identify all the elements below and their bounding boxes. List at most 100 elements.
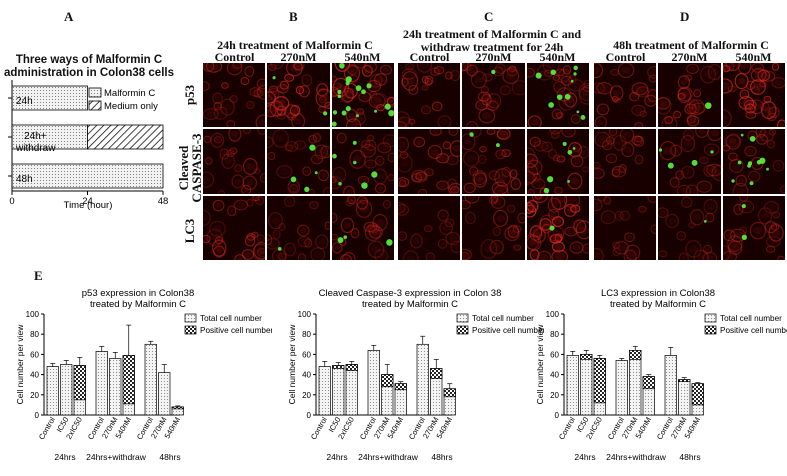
group-label: 48hrs (159, 452, 180, 462)
bar-positive (73, 365, 86, 401)
group-label: 48hrs (431, 452, 452, 462)
micrograph-tile (594, 129, 657, 194)
bar-chart-caspase3: Cleaved Caspase-3 expression in Colon 38… (287, 288, 544, 462)
bar-total (367, 350, 380, 416)
bar-positive (580, 354, 593, 360)
chart-y-tick-label: 100 (298, 310, 312, 319)
bar-total (46, 366, 59, 416)
chart-y-tick-label: 100 (26, 310, 40, 319)
chart-y-axis-label: Cell number per view (287, 324, 297, 405)
micrograph-tile (462, 195, 525, 260)
chart-y-tick-label: 20 (550, 391, 559, 400)
bar-positive (593, 358, 606, 404)
chart-y-tick-label: 20 (30, 391, 39, 400)
chart-y-tick-label: 0 (555, 411, 560, 420)
bar-total (332, 365, 345, 416)
timeline-treatment-bar (11, 85, 88, 111)
legend-label-total: Total cell number (720, 314, 782, 323)
micrograph-tile (267, 129, 330, 194)
micrograph-tile (267, 63, 330, 128)
column-label-control: Control (214, 50, 255, 64)
panel-a-x-tick-label: 24 (82, 196, 93, 207)
panel-a-title-line1: Three ways of Malformin C (15, 54, 163, 66)
chart-y-tick-label: 80 (550, 330, 559, 339)
bar-total (318, 366, 331, 416)
column-label-control: Control (409, 50, 450, 64)
micrograph-tile (331, 63, 394, 128)
micrograph-tile (331, 129, 394, 194)
legend-swatch-positive (456, 325, 469, 335)
micrograph-tile (526, 63, 589, 128)
chart-y-tick-label: 80 (302, 330, 311, 339)
bar-positive (332, 365, 345, 369)
group-label: 24hrs+withdraw (606, 452, 667, 462)
legend-label-total: Total cell number (472, 314, 534, 323)
legend-swatch-positive (704, 325, 717, 335)
micrograph-tile (398, 63, 461, 128)
column-label-control: Control (605, 50, 646, 64)
column-label-540nm: 540nM (735, 50, 772, 64)
bar-positive (122, 355, 135, 405)
panel-a-title-line2: administration in Colon38 cells (4, 67, 174, 79)
column-label-270nm: 270nM (671, 50, 708, 64)
legend-label-total: Total cell number (200, 314, 262, 323)
bar-positive (642, 376, 655, 390)
chart-y-tick-label: 100 (546, 310, 560, 319)
chart-y-axis-label: Cell number per view (15, 324, 25, 405)
chart-title-line1: p53 expression in Colon38 (82, 288, 195, 299)
micrograph-tile (398, 195, 461, 260)
bar-positive (394, 383, 407, 391)
group-label: 24hrs (326, 452, 347, 462)
bar-positive (430, 368, 443, 379)
chart-y-tick-label: 20 (302, 391, 311, 400)
bar-total (629, 350, 642, 416)
bar-label-24h-withdraw-line2: withdraw (15, 143, 56, 154)
panel-a-title: Three ways of Malformin C administration… (2, 54, 176, 80)
chart-y-tick-label: 80 (30, 330, 39, 339)
chart-title-line2: treated by Malformin C (90, 299, 186, 310)
panel-letter-c: C (484, 9, 494, 24)
panel-a-xlabel: Time (hour) (64, 200, 113, 210)
panel-c-title-line1: 24h treatment of Malformin C and (402, 27, 582, 41)
micrograph-tile (658, 129, 721, 194)
bar-label-48h: 48h (16, 174, 33, 185)
chart-y-tick-label: 60 (302, 350, 311, 359)
group-label: 48hrs (679, 452, 700, 462)
panel-b-title: 24h treatment of Malformin C (217, 38, 373, 52)
group-label: 24hrs (574, 452, 595, 462)
bar-positive (443, 388, 456, 398)
micrograph-tile (267, 195, 330, 260)
micrograph-grid-c (398, 63, 589, 260)
micrograph-tile (331, 195, 394, 260)
chart-y-axis-label: Cell number per view (535, 324, 545, 405)
bar-total (615, 360, 628, 416)
chart-y-tick-label: 40 (30, 371, 39, 380)
legend-label-medium: Medium only (104, 101, 158, 112)
micrograph-tile (203, 195, 266, 260)
timeline-treatment-bar (11, 124, 88, 150)
legend-swatch-total (184, 313, 197, 323)
bar-positive (691, 383, 704, 406)
micrograph-tile (658, 63, 721, 128)
bar-positive (381, 374, 394, 388)
bar-positive (629, 350, 642, 360)
x-tick-label: Control (557, 415, 577, 441)
panel-a-x-ticks: 0 24 48 (8, 97, 168, 207)
bar-total (566, 355, 579, 416)
chart-y-tick-label: 60 (30, 350, 39, 359)
micrograph-tile (398, 129, 461, 194)
micrograph-tile (203, 63, 266, 128)
chart-title-line1: LC3 expression in Colon38 (601, 288, 715, 299)
bar-total (60, 364, 73, 416)
panel-c-title-line2: withdraw treatment for 24h (420, 40, 564, 54)
chart-title-line2: treated by Malformin C (610, 299, 706, 310)
panel-a-legend: Malformin C Medium only (88, 87, 158, 112)
legend-swatch-medium (88, 100, 102, 111)
bar-total (158, 372, 171, 416)
group-label: 24hrs+withdraw (358, 452, 419, 462)
micrograph-tile (462, 63, 525, 128)
row-label-p53: p53 (182, 84, 197, 106)
micrograph-grid-b (203, 63, 394, 260)
legend-swatch-positive (184, 325, 197, 335)
